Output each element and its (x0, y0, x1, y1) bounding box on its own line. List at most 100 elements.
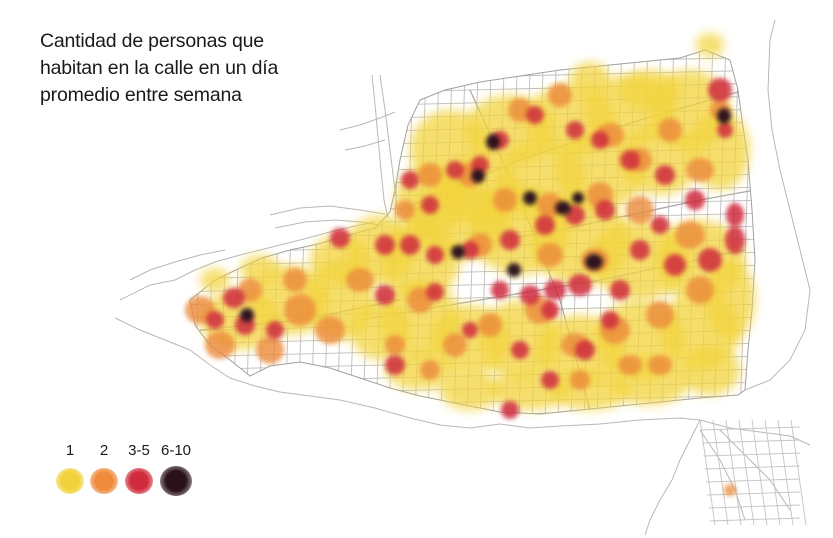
density-blob (698, 248, 722, 272)
map-title-line-2: habitan en la calle en un día (40, 57, 279, 79)
density-blob (717, 108, 731, 124)
density-blob (651, 216, 669, 234)
density-blob (544, 280, 566, 300)
density-blob (315, 316, 345, 344)
density-blob (200, 268, 230, 292)
density-blob (446, 161, 464, 179)
density-blob (541, 301, 559, 319)
density-blob (240, 308, 254, 322)
density-blob (726, 203, 744, 227)
density-blob (725, 226, 745, 254)
density-blob (664, 254, 686, 276)
density-blob (493, 188, 517, 212)
legend-swatch-3-5 (125, 468, 153, 494)
density-blob (686, 158, 714, 182)
legend-swatch-6-10 (160, 466, 192, 496)
density-blob (626, 196, 654, 224)
density-blob (566, 121, 584, 139)
density-blob (646, 301, 674, 329)
density-blob (346, 268, 374, 292)
density-blob (568, 274, 592, 296)
density-blob (500, 230, 520, 250)
density-blob (575, 340, 595, 360)
map-title-line-1: Cantidad de personas que (40, 30, 264, 52)
density-blob (375, 285, 395, 305)
legend-label-1: 1 (65, 442, 75, 459)
density-blob (508, 98, 532, 122)
density-blob (491, 281, 509, 299)
density-blob (401, 171, 419, 189)
density-blob (601, 311, 619, 329)
density-blob (724, 484, 736, 496)
density-blob (620, 150, 640, 170)
density-blob (618, 355, 642, 375)
density-blob (440, 370, 500, 410)
density-blob (443, 333, 467, 357)
density-blob (283, 268, 307, 292)
density-blob (572, 192, 584, 204)
density-blob (420, 360, 440, 380)
density-blob (266, 321, 284, 339)
density-blob (385, 355, 405, 375)
density-blob (206, 311, 224, 329)
density-blob (330, 228, 350, 248)
density-blob (395, 200, 415, 220)
density-blob (585, 254, 603, 270)
density-blob (205, 331, 235, 359)
density-heat-layer (185, 33, 755, 496)
map-title-line-3: promedio entre semana (40, 84, 242, 106)
density-blob (375, 235, 395, 255)
density-blob (537, 243, 563, 267)
density-blob (708, 78, 732, 102)
density-blob (385, 335, 405, 355)
density-blob (426, 283, 444, 301)
density-blob (461, 241, 479, 259)
density-blob (451, 245, 465, 259)
density-blob (675, 221, 705, 249)
density-blob (284, 294, 316, 326)
density-blob (471, 169, 485, 183)
density-blob (610, 280, 630, 300)
density-blob (685, 190, 705, 210)
legend-swatch-1 (56, 468, 84, 494)
density-blob (686, 276, 714, 304)
density-blob (256, 336, 284, 364)
density-blob (555, 201, 571, 215)
legend-label-6-10: 6-10 (160, 442, 192, 459)
density-blob (541, 371, 559, 389)
density-blob (501, 401, 519, 419)
density-blob (240, 255, 280, 285)
legend-label-2: 2 (99, 442, 109, 459)
density-blob (418, 163, 442, 187)
density-blob (717, 122, 733, 138)
density-blob (655, 165, 675, 185)
legend-label-3-5: 3-5 (128, 442, 150, 459)
density-blob (548, 83, 572, 107)
density-blob (570, 62, 610, 98)
density-blob (570, 370, 590, 390)
density-blob (511, 341, 529, 359)
density-blob (523, 191, 537, 205)
density-blob (535, 215, 555, 235)
density-blob (486, 134, 500, 150)
density-blob (462, 322, 478, 338)
density-blob (478, 313, 502, 337)
density-blob (526, 106, 544, 124)
density-blob (595, 200, 615, 220)
legend-swatch-2 (90, 468, 118, 494)
density-blob (696, 33, 724, 57)
density-blob (426, 246, 444, 264)
density-blob (520, 285, 540, 305)
density-blob (680, 345, 740, 395)
density-blob (591, 131, 609, 149)
density-blob (648, 355, 672, 375)
density-blob (630, 240, 650, 260)
legend: 1 2 3-5 6-10 (52, 442, 202, 502)
density-blob (620, 70, 680, 110)
map-title: Cantidad de personas que habitan en la c… (40, 28, 360, 109)
density-blob (400, 235, 420, 255)
density-blob (223, 288, 245, 308)
density-blob (658, 118, 682, 142)
density-blob (421, 196, 439, 214)
